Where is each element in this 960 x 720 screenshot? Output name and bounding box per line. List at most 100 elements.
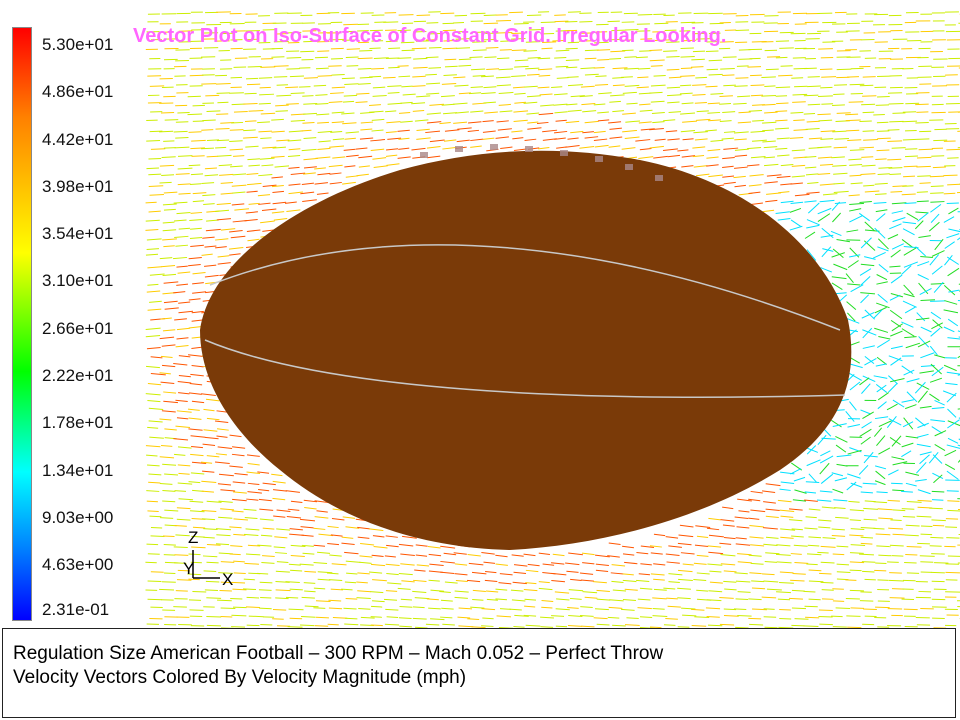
velocity-vector	[161, 174, 175, 176]
velocity-vector	[763, 580, 779, 583]
velocity-vector	[579, 95, 593, 98]
velocity-vector	[314, 516, 329, 519]
velocity-vector	[582, 110, 597, 113]
velocity-vector	[790, 579, 805, 582]
velocity-vector	[789, 519, 803, 522]
velocity-vector	[904, 404, 917, 410]
velocity-vector	[917, 212, 929, 222]
vector-plot-viewport[interactable]	[0, 0, 960, 628]
velocity-vector	[248, 615, 264, 618]
velocity-vector	[832, 164, 847, 167]
velocity-vector	[957, 237, 960, 241]
velocity-vector	[931, 155, 945, 157]
velocity-vector	[903, 284, 914, 296]
velocity-vector	[537, 57, 551, 60]
velocity-vector	[204, 174, 219, 177]
velocity-vector	[804, 491, 817, 494]
velocity-vector	[540, 616, 554, 619]
velocity-vector	[201, 480, 217, 484]
velocity-vector	[498, 103, 511, 106]
velocity-vector	[808, 598, 821, 601]
velocity-vector	[328, 599, 342, 602]
velocity-vector	[357, 83, 371, 85]
velocity-vector	[397, 129, 410, 132]
velocity-vector	[495, 588, 508, 591]
velocity-vector	[876, 545, 891, 548]
velocity-vector	[580, 85, 595, 88]
velocity-vector	[779, 618, 792, 620]
velocity-vector	[163, 300, 178, 304]
velocity-vector	[693, 579, 707, 582]
velocity-vector	[163, 208, 176, 211]
velocity-vector	[233, 560, 245, 563]
velocity-vector	[215, 146, 227, 149]
velocity-vector	[453, 552, 467, 555]
velocity-vector	[286, 68, 300, 70]
velocity-vector	[917, 542, 930, 545]
velocity-vector	[173, 362, 188, 366]
velocity-vector	[890, 378, 905, 383]
velocity-vector	[861, 312, 875, 319]
velocity-vector	[313, 587, 326, 590]
velocity-vector	[607, 616, 620, 619]
velocity-vector	[874, 182, 888, 185]
velocity-vector	[691, 625, 707, 627]
velocity-vector	[190, 244, 204, 247]
velocity-vector	[864, 455, 878, 458]
velocity-vector	[258, 130, 272, 133]
velocity-vector	[790, 111, 804, 114]
velocity-vector	[206, 417, 220, 421]
velocity-vector	[934, 354, 946, 359]
velocity-vector	[849, 381, 861, 391]
velocity-vector	[232, 498, 247, 502]
velocity-vector	[275, 110, 288, 112]
velocity-vector	[833, 499, 848, 502]
velocity-vector	[596, 623, 610, 626]
velocity-vector	[804, 200, 817, 203]
velocity-vector	[806, 459, 821, 467]
velocity-vector	[414, 569, 426, 572]
velocity-vector	[300, 526, 314, 529]
velocity-vector	[654, 138, 666, 141]
velocity-vector	[234, 472, 248, 476]
velocity-vector	[401, 580, 415, 583]
velocity-vector	[765, 552, 780, 555]
velocity-vector	[192, 526, 206, 529]
velocity-vector	[229, 230, 243, 233]
velocity-vector	[527, 127, 542, 130]
velocity-vector	[317, 578, 331, 581]
velocity-vector	[257, 194, 271, 197]
velocity-vector	[584, 120, 599, 124]
velocity-vector	[677, 149, 689, 152]
velocity-vector	[790, 553, 802, 555]
velocity-vector	[472, 589, 486, 593]
velocity-vector	[441, 607, 454, 610]
velocity-vector	[902, 138, 917, 141]
velocity-vector	[555, 65, 569, 68]
velocity-vector	[873, 501, 888, 504]
velocity-vector	[752, 608, 767, 611]
velocity-vector	[834, 507, 846, 509]
velocity-vector	[792, 93, 808, 96]
velocity-vector	[808, 137, 823, 140]
velocity-vector	[481, 625, 494, 627]
velocity-vector	[539, 93, 553, 96]
velocity-vector	[917, 340, 931, 348]
velocity-vector	[287, 626, 303, 628]
velocity-vector	[859, 120, 872, 123]
velocity-vector	[262, 555, 275, 558]
velocity-vector	[466, 579, 481, 583]
velocity-vector	[930, 327, 941, 337]
velocity-vector	[737, 553, 752, 556]
velocity-vector	[817, 499, 832, 502]
velocity-vector	[173, 130, 188, 133]
velocity-vector	[201, 490, 214, 493]
velocity-vector	[794, 561, 809, 564]
velocity-vector	[848, 101, 864, 103]
velocity-vector	[665, 553, 680, 556]
velocity-vector	[444, 581, 458, 584]
velocity-vector	[762, 129, 774, 132]
velocity-vector	[257, 471, 270, 474]
velocity-vector	[947, 408, 957, 418]
velocity-vector	[203, 203, 215, 205]
